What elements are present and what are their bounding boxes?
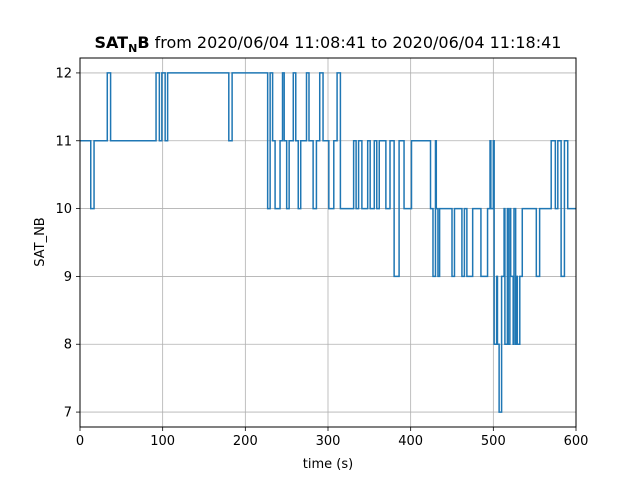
x-tick-label: 500: [481, 434, 506, 449]
y-tick-label: 11: [55, 134, 72, 149]
plot-area: [80, 72, 576, 413]
y-tick-label: 12: [55, 66, 72, 81]
x-tick-label: 0: [76, 434, 84, 449]
series-line-0: [80, 72, 576, 413]
y-axis-ticks: 7 8 9 10 11 12: [55, 66, 80, 421]
y-tick-label: 7: [64, 406, 72, 421]
y-axis-label: SAT_NB: [33, 217, 48, 266]
x-tick-label: 200: [233, 434, 258, 449]
x-axis-label: time (s): [303, 457, 353, 472]
title-time-range: from 2020/06/04 11:08:41 to 2020/06/04 1…: [150, 33, 562, 52]
x-axis-ticks: 0 100 200 300 400 500 600: [76, 427, 589, 449]
x-tick-label: 300: [316, 434, 341, 449]
title-subscript: N: [128, 42, 137, 55]
title-sat: SAT: [95, 33, 129, 52]
x-tick-label: 400: [398, 434, 423, 449]
chart-title: SATNB from 2020/06/04 11:08:41 to 2020/0…: [95, 33, 562, 55]
x-tick-label: 600: [564, 434, 589, 449]
y-tick-label: 9: [64, 270, 72, 285]
title-b: B: [137, 33, 149, 52]
y-tick-label: 10: [55, 202, 72, 217]
grid-lines: [79, 58, 577, 427]
x-tick-label: 100: [150, 434, 175, 449]
y-tick-label: 8: [64, 338, 72, 353]
